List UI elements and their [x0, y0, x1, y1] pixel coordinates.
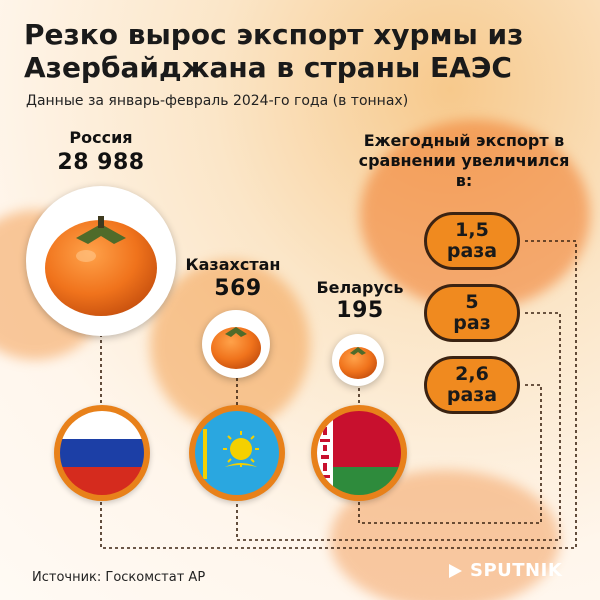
growth-title: Ежегодный экспорт в сравнении увеличился…	[352, 131, 576, 191]
growth-factor: 2,6	[447, 364, 497, 385]
value-label-belarus: 195	[320, 298, 400, 323]
fruit-circle-kazakhstan	[202, 310, 270, 378]
growth-pill-kazakhstan: 5раз	[424, 284, 520, 342]
growth-factor: 5	[453, 292, 490, 313]
growth-pill-russia: 1,5раза	[424, 212, 520, 270]
growth-factor: 1,5	[447, 220, 497, 241]
value-label-kazakhstan: 569	[198, 276, 278, 301]
country-label-russia: Россия	[51, 128, 151, 147]
flag-kazakhstan	[189, 405, 285, 501]
belarus-flag-icon	[317, 411, 401, 495]
source-note: Источник: Госкомстат АР	[32, 570, 205, 585]
country-label-kazakhstan: Казахстан	[178, 255, 288, 274]
persimmon-icon	[202, 310, 270, 378]
growth-unit: раз	[453, 313, 490, 334]
infographic: Резко вырос экспорт хурмы из Азербайджан…	[0, 0, 600, 600]
sputnik-logo: SPUTNIK	[446, 560, 562, 581]
russia-flag-icon	[60, 411, 144, 495]
growth-pill-belarus: 2,6раза	[424, 356, 520, 414]
growth-unit: раза	[447, 385, 497, 406]
fruit-circle-russia	[26, 186, 176, 336]
value-label-russia: 28 988	[41, 150, 161, 175]
growth-unit: раза	[447, 241, 497, 262]
fruit-circle-belarus	[332, 334, 384, 386]
flag-belarus	[311, 405, 407, 501]
kazakhstan-flag-icon	[195, 411, 279, 495]
persimmon-icon	[26, 186, 176, 336]
flag-russia	[54, 405, 150, 501]
country-label-belarus: Беларусь	[310, 278, 410, 297]
brand-name: SPUTNIK	[470, 560, 562, 581]
persimmon-icon	[332, 334, 384, 386]
play-arrow-icon	[446, 562, 464, 580]
